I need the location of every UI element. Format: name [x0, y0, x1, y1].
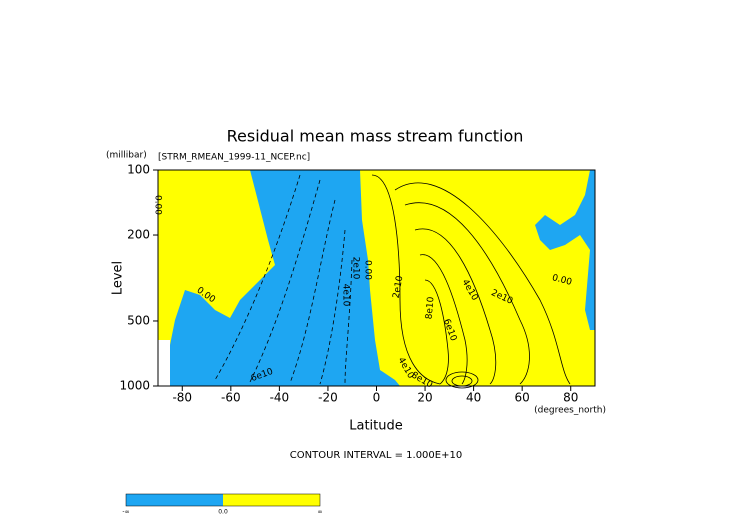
x-axis-label: Latitude [349, 419, 403, 434]
colorbar-negative [126, 494, 223, 506]
colorbar-frame [125, 493, 321, 507]
contour-line [319, 229, 346, 385]
y-tick-label: 200 [127, 228, 150, 242]
x-tick-label: -20 [318, 391, 338, 405]
x-tick-label: 80 [563, 391, 578, 405]
x-tick-label: 20 [417, 391, 432, 405]
x-tick-label: -80 [172, 391, 192, 405]
y-axis-label: Level [111, 261, 126, 295]
contour-label: 8e10 [425, 296, 437, 320]
contour-line [404, 202, 530, 385]
y-tick-label: 1000 [119, 379, 150, 393]
x-tick-label: 0 [373, 391, 381, 405]
contour-label: 4e10 [341, 284, 351, 307]
contour-interval: CONTOUR INTERVAL = 1.000E+10 [290, 450, 462, 461]
negative-region [535, 170, 595, 330]
x-tick-label: 60 [515, 391, 530, 405]
chart-title: Residual mean mass stream function [227, 127, 524, 146]
colorbar [125, 493, 321, 507]
contour-field [157, 169, 596, 389]
contour-line [371, 174, 441, 385]
x-tick-label: 40 [466, 391, 481, 405]
contour-line [414, 228, 497, 385]
missing-region [158, 340, 170, 386]
y-tick-label: 500 [127, 313, 150, 327]
dataset-label: [STRM_RMEAN_1999-11_NCEP.nc] [158, 153, 310, 163]
contour-label: 2e10 [351, 257, 361, 280]
y-tick-label: 100 [127, 163, 150, 177]
colorbar-positive [223, 494, 320, 506]
contour-line [344, 259, 353, 385]
contour-line [214, 174, 301, 381]
colorbar-label: -∞ [122, 509, 129, 516]
contour-lines [214, 174, 571, 389]
contour-label: 0.00 [153, 195, 163, 215]
contour-label: 0.00 [363, 260, 373, 280]
contour-line [249, 179, 321, 383]
x-units: (degrees_north) [534, 406, 606, 416]
contour-line [394, 182, 571, 385]
contour-line [419, 254, 468, 385]
contour-line [424, 279, 449, 385]
contour-line [445, 371, 479, 389]
y-units: (millibar) [106, 151, 147, 161]
colorbar-label: 0.0 [218, 509, 228, 516]
x-tick-label: -40 [270, 391, 290, 405]
x-tick-label: -60 [221, 391, 241, 405]
colorbar-label: ∞ [318, 509, 323, 516]
contour-label: 2e10 [392, 275, 406, 299]
negative-region [168, 170, 400, 386]
contour-line [289, 199, 336, 384]
